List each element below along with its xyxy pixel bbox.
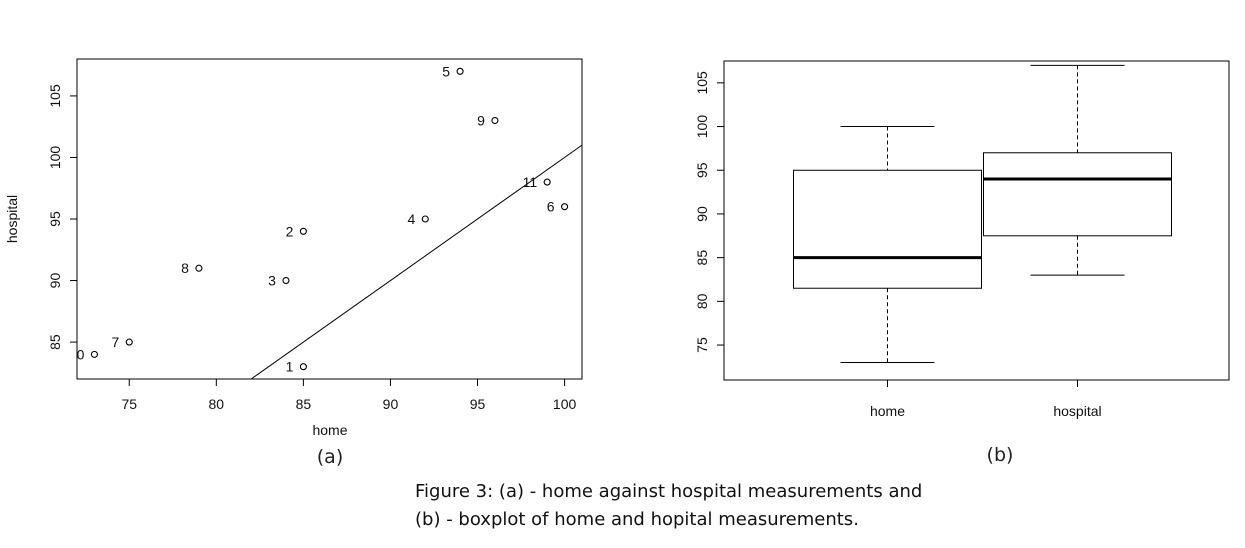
boxplot-y-tick-label: 100: [694, 115, 710, 139]
scatter-point-label: 11: [523, 174, 538, 190]
scatter-x-axis: 75 80 85 90 95 100: [121, 379, 576, 412]
scatter-points: 0 1 2 3 4 5 6 7 8 9 11: [77, 63, 569, 375]
boxplot-category-label: home: [870, 403, 905, 419]
scatter-point: [299, 363, 307, 371]
boxplot-x-axis: home hospital: [870, 380, 1102, 419]
scatter-point: [491, 116, 499, 125]
scatter-x-tick-label: 85: [296, 396, 312, 412]
scatter-x-tick-label: 100: [553, 396, 577, 412]
panel-a-label: (a): [317, 446, 343, 468]
boxplot-boxes: [793, 64, 1172, 364]
boxplot-y-tick-label: 80: [694, 293, 710, 309]
scatter-point: [299, 227, 307, 235]
scatter-y-axis: 85 90 95 100 105: [47, 84, 77, 350]
boxplot-y-tick-label: 90: [694, 206, 710, 222]
caption-line-1: Figure 3: (a) - home against hospital me…: [415, 481, 923, 502]
scatter-y-tick-label: 105: [47, 84, 63, 108]
scatter-point-label: 8: [181, 260, 189, 276]
scatter-x-tick-label: 75: [121, 396, 137, 412]
boxplot-frame: [723, 60, 1230, 381]
scatter-point-label: 5: [442, 63, 450, 79]
scatter-point: [456, 67, 464, 75]
scatter-frame: [76, 58, 583, 380]
scatter-y-tick-label: 100: [47, 146, 63, 170]
scatter-point-label: 2: [286, 223, 294, 239]
figure-caption: Figure 3: (a) - home against hospital me…: [415, 478, 1015, 534]
scatter-point: [561, 203, 569, 211]
scatter-x-label: home: [312, 422, 347, 438]
scatter-point-label: 9: [477, 113, 485, 129]
boxplot-y-tick-label: 85: [694, 250, 710, 266]
scatter-point: [90, 350, 98, 358]
scatter-point: [421, 215, 429, 223]
scatter-point: [195, 264, 203, 272]
scatter-reference-line: [250, 144, 583, 380]
scatter-y-tick-label: 95: [47, 211, 63, 227]
boxplot-category-label: hospital: [1053, 403, 1101, 419]
panel-b-label: (b): [987, 444, 1014, 466]
caption-line-2: (b) - boxplot of home and hopital measur…: [415, 509, 859, 530]
boxplot-y-tick-label: 75: [694, 337, 710, 353]
scatter-x-tick-label: 80: [209, 396, 225, 412]
scatter-point-label: 1: [286, 359, 294, 375]
boxplot-y-tick-label: 105: [694, 71, 710, 95]
boxplot-box: [793, 169, 982, 289]
scatter-y-tick-label: 85: [47, 334, 63, 350]
scatter-x-tick-label: 95: [470, 396, 486, 412]
boxplot-box: [983, 152, 1172, 237]
scatter-x-tick-label: 90: [383, 396, 399, 412]
scatter-point: [125, 338, 133, 346]
boxplot: 75 80 85 90 95 100 105 home hospital (b): [694, 60, 1230, 466]
scatter-point-label: 6: [547, 199, 555, 215]
scatter-point-label: 0: [77, 346, 85, 362]
scatter-point-label: 4: [407, 211, 415, 227]
scatter-point: [282, 276, 290, 285]
boxplot-y-axis: 75 80 85 90 95 100 105: [694, 71, 724, 353]
scatter-y-label: hospital: [4, 195, 20, 243]
scatter-point-label: 7: [111, 334, 119, 350]
boxplot-y-tick-label: 95: [694, 162, 710, 178]
scatter-reference-line-group: [250, 144, 583, 380]
scatter-y-tick-label: 90: [47, 273, 63, 289]
scatter-point: [543, 178, 551, 186]
scatter-point-label: 3: [268, 273, 276, 289]
